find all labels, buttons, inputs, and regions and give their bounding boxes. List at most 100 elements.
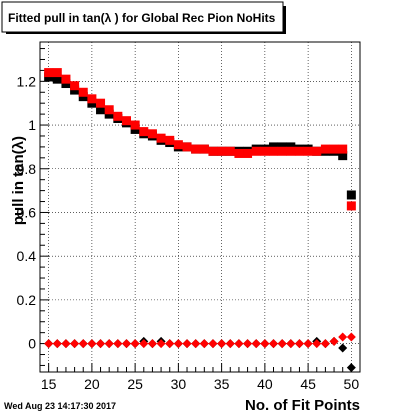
data-point-square (70, 81, 80, 91)
data-point-diamond (243, 339, 253, 349)
data-point-diamond (346, 363, 356, 373)
marker-layer (44, 68, 356, 373)
data-point-diamond (104, 339, 114, 349)
data-point-square (191, 144, 201, 154)
y-tick-label: 1 (28, 117, 36, 133)
data-point-square (277, 146, 287, 156)
data-point-diamond (269, 339, 279, 349)
data-point-diamond (320, 339, 330, 349)
timestamp: Wed Aug 23 14:17:30 2017 (4, 401, 116, 411)
data-point-square (243, 148, 253, 158)
plot-frame (39, 41, 361, 373)
data-point-square (87, 94, 97, 104)
x-tick-label: 45 (300, 376, 316, 392)
data-point-diamond (52, 339, 62, 349)
data-point-square (121, 116, 131, 126)
data-point-square (251, 146, 261, 156)
data-point-diamond (121, 339, 131, 349)
data-point-square (96, 105, 106, 115)
data-point-square (346, 190, 356, 200)
data-point-square (217, 146, 227, 156)
chart-title: Fitted pull in tan(λ ) for Global Rec Pi… (8, 11, 276, 25)
data-point-diamond (277, 339, 287, 349)
data-point-diamond (173, 339, 183, 349)
data-point-diamond (346, 332, 356, 342)
data-point-square (269, 146, 279, 156)
y-tick-label: 0 (28, 336, 36, 352)
data-point-diamond (44, 339, 54, 349)
x-axis-title: No. of Fit Points (245, 397, 360, 414)
x-tick-label: 50 (344, 376, 360, 392)
data-point-square (44, 68, 54, 78)
data-point-square (199, 144, 209, 154)
data-point-diamond (338, 343, 348, 353)
data-point-square (96, 98, 106, 108)
data-point-diamond (191, 339, 201, 349)
data-point-diamond (294, 339, 304, 349)
x-tick-label: 40 (257, 376, 273, 392)
data-point-square (113, 111, 123, 121)
data-point-diamond (70, 339, 80, 349)
data-point-square (139, 127, 149, 137)
data-point-square (346, 201, 356, 211)
y-tick-label: 0.4 (17, 248, 37, 264)
grid-layer (40, 42, 360, 372)
x-tick-label: 25 (127, 376, 143, 392)
title-box: Fitted pull in tan(λ ) for Global Rec Pi… (1, 1, 286, 34)
data-point-square (225, 146, 235, 156)
data-point-diamond (113, 339, 123, 349)
data-point-diamond (217, 339, 227, 349)
data-point-square (208, 146, 218, 156)
data-point-diamond (78, 339, 88, 349)
data-point-square (147, 129, 157, 139)
data-point-diamond (182, 339, 192, 349)
data-point-square (260, 146, 270, 156)
data-point-diamond (165, 339, 175, 349)
data-point-diamond (312, 339, 322, 349)
data-point-diamond (208, 339, 218, 349)
data-point-square (104, 105, 114, 115)
data-point-diamond (303, 339, 313, 349)
tick-layer: 15 20 25 30 35 40 45 50 0 0.2 0.4 0.6 0.8 1 1.2 (17, 48, 361, 392)
data-point-diamond (61, 339, 71, 349)
data-point-diamond (156, 339, 166, 349)
data-point-diamond (139, 339, 149, 349)
x-tick-label: 30 (171, 376, 187, 392)
data-point-square (294, 146, 304, 156)
data-point-square (234, 148, 244, 158)
data-point-diamond (147, 339, 157, 349)
x-tick-label: 15 (41, 376, 57, 392)
data-point-square (320, 144, 330, 154)
y-tick-label: 1.2 (17, 73, 37, 89)
y-tick-label: 0.2 (17, 292, 37, 308)
data-point-diamond (234, 339, 244, 349)
data-point-square (329, 144, 339, 154)
y-tick-label: 0.8 (17, 161, 37, 177)
data-point-diamond (251, 339, 261, 349)
data-point-square (52, 68, 62, 78)
data-point-square (286, 146, 296, 156)
x-tick-label: 20 (84, 376, 100, 392)
data-point-diamond (329, 336, 339, 346)
data-point-square (61, 74, 71, 84)
data-point-square (338, 144, 348, 154)
data-point-square (156, 133, 166, 143)
data-point-square (165, 135, 175, 145)
x-tick-label: 35 (214, 376, 230, 392)
data-point-square (338, 151, 348, 161)
data-point-diamond (225, 339, 235, 349)
data-point-diamond (260, 339, 270, 349)
data-point-square (312, 146, 322, 156)
data-point-square (130, 120, 140, 130)
data-point-square (173, 140, 183, 150)
data-point-diamond (286, 339, 296, 349)
data-point-diamond (338, 332, 348, 342)
y-axis-title: pull in tan(λ) (10, 136, 27, 225)
data-point-square (52, 74, 62, 84)
data-point-diamond (199, 339, 209, 349)
data-point-diamond (96, 339, 106, 349)
data-point-diamond (130, 339, 140, 349)
data-point-square (78, 87, 88, 97)
data-point-square (182, 142, 192, 152)
